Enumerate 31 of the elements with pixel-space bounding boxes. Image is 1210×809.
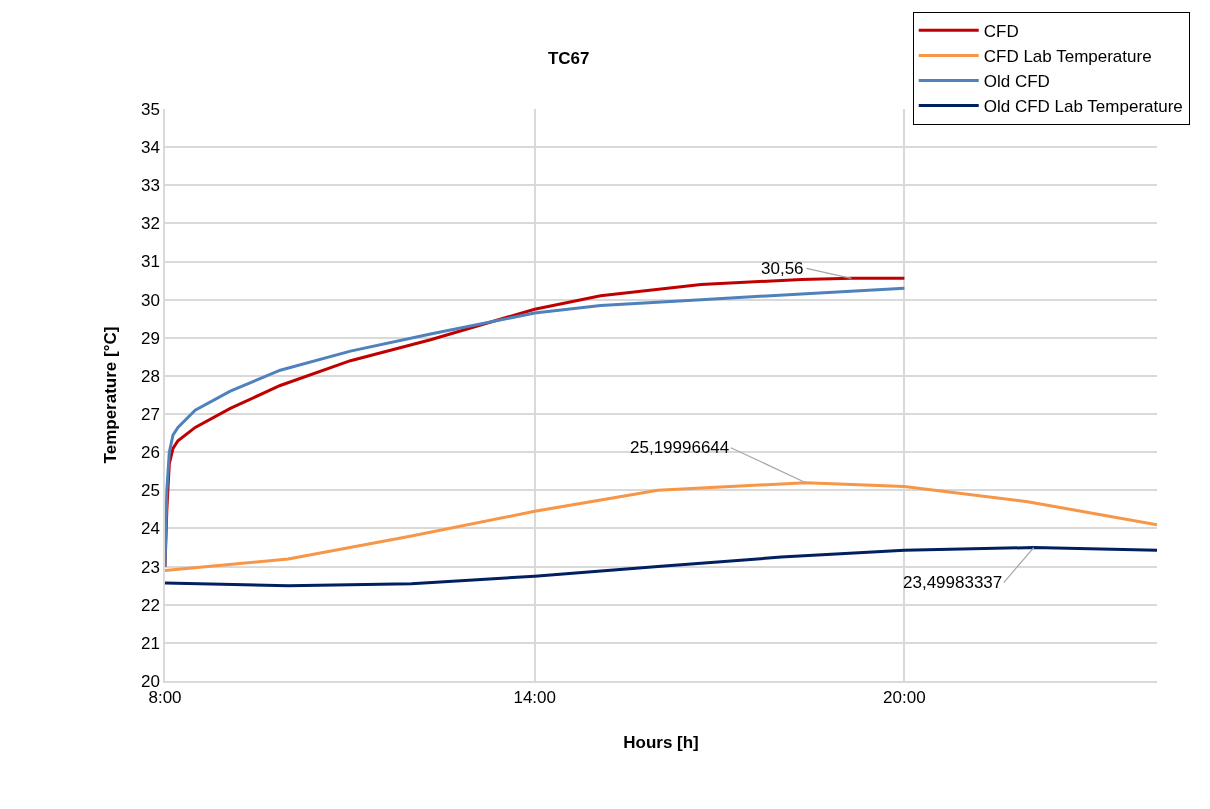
y-tick-label: 30 xyxy=(140,290,160,310)
x-tick-label: 20:00 xyxy=(883,688,926,708)
x-tick-label: 14:00 xyxy=(513,688,556,708)
y-tick-label: 34 xyxy=(140,138,160,158)
y-tick-label: 22 xyxy=(140,595,160,615)
y-tick-label: 33 xyxy=(140,176,160,196)
chart-title: TC67 xyxy=(547,49,590,69)
legend-label: Old CFD Lab Temperature xyxy=(983,97,1183,117)
line-series xyxy=(165,481,1157,572)
annotation: 23,49983337 xyxy=(903,573,1003,592)
legend-label: Old CFD xyxy=(983,72,1050,92)
y-tick-label: 26 xyxy=(140,443,160,463)
y-tick-label: 27 xyxy=(140,405,160,425)
legend-label: CFD Lab Temperature xyxy=(983,47,1152,67)
legend-label: CFD xyxy=(983,21,1019,41)
y-tick-label: 32 xyxy=(140,214,160,234)
y-tick-label: 25 xyxy=(140,481,160,501)
y-axis-title: Temperature [°C] xyxy=(100,326,120,464)
y-tick-label: 28 xyxy=(140,366,160,386)
line-series xyxy=(165,546,1157,588)
y-tick-label: 21 xyxy=(140,633,160,653)
y-tick-label: 24 xyxy=(140,519,160,539)
y-tick-label: 31 xyxy=(140,252,160,272)
x-axis-title: Hours [h] xyxy=(623,733,699,753)
y-tick-label: 20 xyxy=(140,671,160,691)
x-tick-label: 8:00 xyxy=(148,688,182,708)
y-tick-label: 35 xyxy=(140,99,160,119)
y-tick-label: 29 xyxy=(140,328,160,348)
annotation: 30,56 xyxy=(761,259,804,278)
y-tick-label: 23 xyxy=(140,557,160,577)
annotation: 25,19996644 xyxy=(630,438,730,457)
